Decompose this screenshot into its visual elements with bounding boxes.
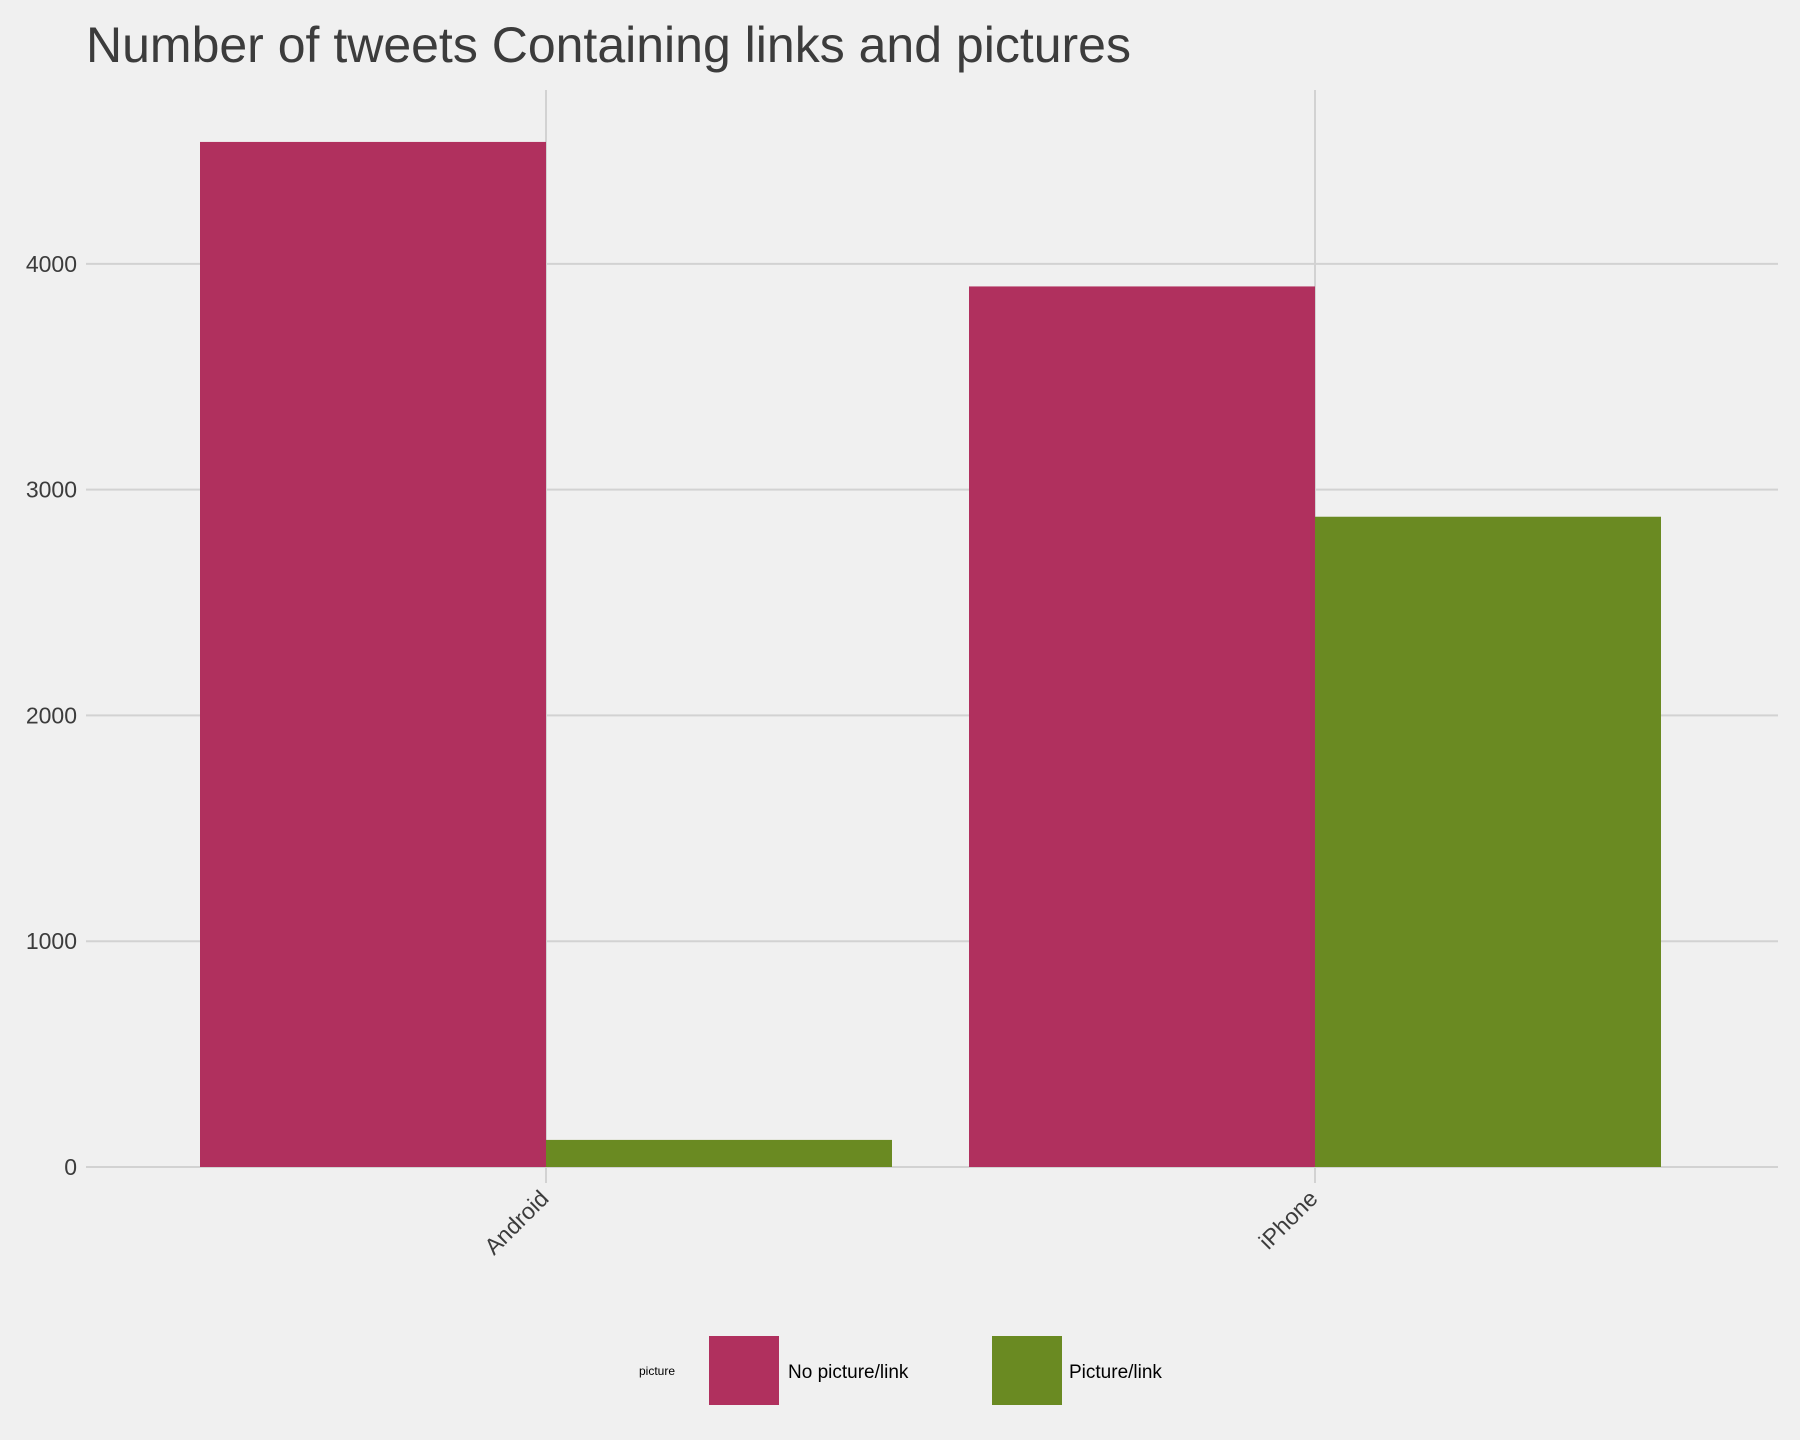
y-tick-label: 4000 — [26, 251, 77, 277]
bars — [200, 141, 1661, 1168]
bar-iphone-no-picture-link — [969, 286, 1315, 1167]
bar-android-picture-link — [546, 1139, 892, 1167]
legend-swatch — [992, 1336, 1062, 1405]
x-tick-label: iPhone — [1254, 1185, 1323, 1254]
y-tick-label: 3000 — [26, 477, 77, 503]
legend-swatch — [709, 1336, 779, 1405]
legend-title: picture — [639, 1364, 675, 1378]
legend-label: Picture/link — [1069, 1362, 1162, 1383]
bar-android-no-picture-link — [200, 141, 546, 1168]
x-tick-label: Android — [479, 1185, 553, 1259]
y-tick-label: 2000 — [26, 702, 77, 728]
legend-label: No picture/link — [788, 1362, 909, 1383]
y-tick-label: 1000 — [26, 928, 77, 954]
legend: picture No picture/link Picture/link — [639, 1336, 1162, 1405]
chart-title: Number of tweets Containing links and pi… — [86, 17, 1131, 73]
y-tick-label: 0 — [64, 1154, 77, 1180]
bar-iphone-picture-link — [1315, 516, 1661, 1167]
